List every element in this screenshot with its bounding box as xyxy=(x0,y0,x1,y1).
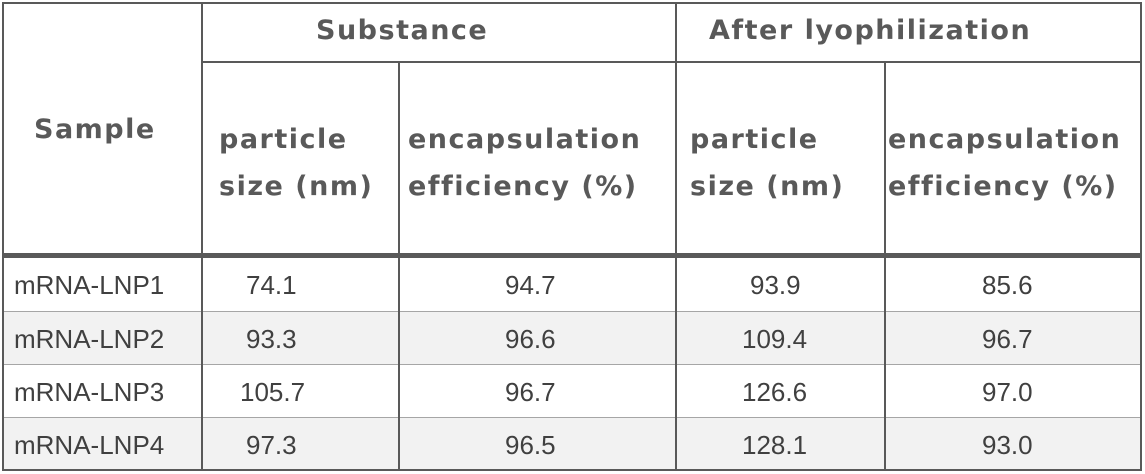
sample-cell: mRNA-LNP2 xyxy=(14,324,165,354)
column-divider xyxy=(675,4,677,469)
subheader-line: particle xyxy=(219,124,348,155)
group-header-after-lyophilization: After lyophilization xyxy=(709,15,1032,46)
table-row: mRNA-LNP3 105.7 96.7 126.6 97.0 xyxy=(4,364,1140,417)
value-cell: 128.1 xyxy=(742,430,808,460)
value-cell: 93.0 xyxy=(982,430,1033,460)
value-cell: 74.1 xyxy=(246,270,297,300)
column-divider xyxy=(675,258,677,469)
value-cell: 96.6 xyxy=(505,324,556,354)
value-cell: 96.7 xyxy=(982,324,1033,354)
value-cell: 93.3 xyxy=(246,324,297,354)
subheader-line: encapsulation xyxy=(888,124,1122,155)
sample-cell: mRNA-LNP1 xyxy=(14,270,165,300)
subheader-line: size (nm) xyxy=(690,171,845,202)
value-cell: 109.4 xyxy=(742,324,808,354)
column-divider xyxy=(884,258,886,469)
subheader-particle-size: particle size (nm) xyxy=(219,116,373,210)
subheader-line: particle xyxy=(690,124,819,155)
value-cell: 126.6 xyxy=(742,377,808,407)
value-cell: 97.0 xyxy=(982,377,1033,407)
subheader-line: efficiency (%) xyxy=(408,171,638,202)
subheader-line: encapsulation xyxy=(408,124,642,155)
sample-cell: mRNA-LNP3 xyxy=(14,377,165,407)
subheader-encapsulation-efficiency: encapsulation efficiency (%) xyxy=(888,116,1121,210)
value-cell: 97.3 xyxy=(246,430,297,460)
sample-header: Sample xyxy=(34,114,156,145)
value-cell: 93.9 xyxy=(750,270,801,300)
value-cell: 94.7 xyxy=(505,270,556,300)
value-cell: 96.5 xyxy=(505,430,556,460)
group-header-substance: Substance xyxy=(316,15,489,46)
header-separator xyxy=(4,253,1140,258)
group-header-divider xyxy=(201,61,1140,63)
value-cell: 85.6 xyxy=(982,270,1033,300)
subheader-line: efficiency (%) xyxy=(888,171,1118,202)
value-cell: 105.7 xyxy=(240,377,306,407)
table-row: mRNA-LNP2 93.3 96.6 109.4 96.7 xyxy=(4,311,1140,364)
subheader-line: size (nm) xyxy=(219,171,374,202)
sample-cell: mRNA-LNP4 xyxy=(14,430,165,460)
table-row: mRNA-LNP4 97.3 96.5 128.1 93.0 xyxy=(4,417,1140,469)
subheader-particle-size: particle size (nm) xyxy=(690,116,844,210)
column-divider xyxy=(201,4,203,469)
table-row: mRNA-LNP1 74.1 94.7 93.9 85.6 xyxy=(4,258,1140,311)
subheader-encapsulation-efficiency: encapsulation efficiency (%) xyxy=(408,116,641,210)
column-divider xyxy=(398,258,400,469)
column-divider xyxy=(201,258,203,469)
value-cell: 96.7 xyxy=(505,377,556,407)
